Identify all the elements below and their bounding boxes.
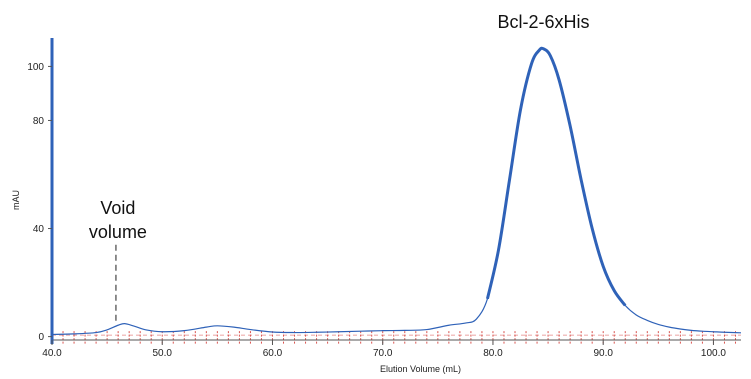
- uv-trace-line: [51, 47, 742, 336]
- void-volume-label-line1: Void: [100, 198, 135, 218]
- y-tick-label: 80: [33, 116, 45, 127]
- x-tick-label: 70.0: [373, 348, 393, 359]
- x-tick-label: 90.0: [593, 348, 613, 359]
- x-tick-label: 60.0: [263, 348, 283, 359]
- x-axis-ticks: 40.0 50.0 60.0 70.0 80.0 90.0 100.0: [42, 340, 726, 359]
- y-tick-label: 100: [27, 62, 44, 73]
- x-axis-title: Elution Volume (mL): [380, 364, 461, 374]
- x-tick-label: 50.0: [153, 348, 173, 359]
- x-tick-label: 40.0: [42, 348, 62, 359]
- void-volume-label-line2: volume: [89, 222, 147, 242]
- peak-label-bcl2: Bcl-2-6xHis: [498, 12, 590, 32]
- fraction-markers: [51, 331, 741, 346]
- x-tick-label: 100.0: [701, 348, 726, 359]
- y-tick-label: 40: [33, 224, 45, 235]
- y-axis-title: mAU: [11, 190, 21, 210]
- y-tick-label: 0: [38, 332, 44, 343]
- uv-trace-peak-highlight: [485, 46, 627, 307]
- y-axis-ticks: 0 40 80 100: [27, 62, 52, 343]
- x-tick-label: 80.0: [483, 348, 503, 359]
